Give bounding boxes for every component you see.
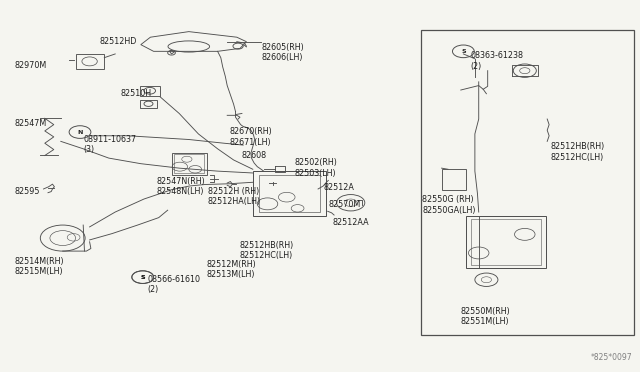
Text: 82595: 82595 <box>14 187 40 196</box>
Bar <box>421 30 634 335</box>
Bar <box>259 175 320 212</box>
Bar <box>140 100 157 108</box>
Bar <box>174 154 204 173</box>
Text: 82514M(RH)
82515M(LH): 82514M(RH) 82515M(LH) <box>14 257 64 276</box>
Text: 82605(RH)
82606(LH): 82605(RH) 82606(LH) <box>261 43 304 62</box>
Bar <box>253 171 326 216</box>
Text: 82547N(RH)
82548N(LH): 82547N(RH) 82548N(LH) <box>157 177 205 196</box>
Text: 82502(RH)
82503(LH): 82502(RH) 82503(LH) <box>294 158 337 177</box>
Text: 82550M(RH)
82551M(LH): 82550M(RH) 82551M(LH) <box>460 307 510 326</box>
Text: 82510H: 82510H <box>120 89 152 98</box>
Text: 82512HB(RH)
82512HC(LH): 82512HB(RH) 82512HC(LH) <box>240 241 294 260</box>
Text: S: S <box>140 275 145 280</box>
Text: 82550G (RH)
82550GA(LH): 82550G (RH) 82550GA(LH) <box>422 195 476 215</box>
Bar <box>76 54 104 69</box>
Text: 82512HD: 82512HD <box>99 37 136 46</box>
Text: N: N <box>77 129 83 135</box>
Bar <box>172 153 207 175</box>
Bar <box>140 86 160 96</box>
Text: S: S <box>140 275 145 280</box>
Text: 82970M: 82970M <box>14 61 46 70</box>
Text: *825*0097: *825*0097 <box>591 353 632 362</box>
Text: S: S <box>461 49 466 54</box>
Bar <box>471 219 541 265</box>
Bar <box>466 216 546 268</box>
Text: 82512HB(RH)
82512HC(LH): 82512HB(RH) 82512HC(LH) <box>550 142 605 161</box>
Text: 08363-61238
(2): 08363-61238 (2) <box>470 51 524 71</box>
Text: 82608: 82608 <box>242 151 267 160</box>
Text: 82512AA: 82512AA <box>333 218 369 227</box>
Text: 82570M: 82570M <box>328 200 360 209</box>
Text: 82512H (RH)
82512HA(LH): 82512H (RH) 82512HA(LH) <box>208 187 261 206</box>
Text: 82512A: 82512A <box>323 183 354 192</box>
Text: 82670(RH)
82671(LH): 82670(RH) 82671(LH) <box>229 127 272 147</box>
Text: 82547M: 82547M <box>14 119 46 128</box>
Text: 08566-61610
(2): 08566-61610 (2) <box>147 275 200 294</box>
Bar <box>442 169 466 190</box>
Text: 82512M(RH)
82513M(LH): 82512M(RH) 82513M(LH) <box>206 260 256 279</box>
Text: 08911-10637
(3): 08911-10637 (3) <box>83 135 136 154</box>
